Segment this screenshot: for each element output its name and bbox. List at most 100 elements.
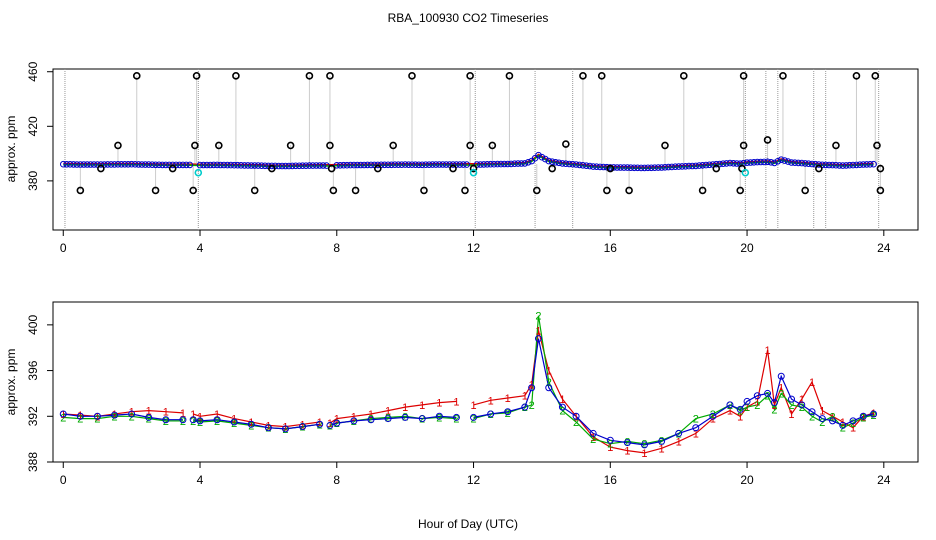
bottom-point-series-3 (179, 416, 187, 424)
top-baseline-point (706, 161, 713, 169)
top-baseline-point (784, 158, 792, 165)
top-baseline-point (644, 164, 652, 172)
bottom-label-series-1: 1 (436, 398, 442, 410)
bottom-label-series-2: 2 (180, 416, 186, 428)
top-point-outliers_near (168, 164, 177, 173)
top-baseline-point (107, 161, 115, 168)
bottom-x-tick-label: 4 (197, 473, 204, 487)
top-baseline-point (401, 161, 409, 168)
top-baseline-point (138, 161, 146, 168)
bottom-point-series-3 (264, 424, 272, 432)
bottom-point-series-3 (333, 419, 341, 427)
top-point-spikes_low (532, 186, 541, 195)
bottom-point-series-3 (281, 425, 289, 433)
top-baseline-point (853, 161, 860, 169)
top-baseline-point (579, 162, 587, 169)
bottom-point-series-3 (504, 408, 512, 416)
top-point-spikes_mid (562, 140, 570, 148)
bottom-point-series-3 (589, 429, 597, 437)
bottom-label-series-1: 1 (368, 409, 374, 421)
top-baseline-point (142, 161, 149, 168)
bottom-point-series-3 (798, 401, 806, 409)
bottom-label-series-1: 1 (829, 411, 835, 423)
bottom-label-series-2: 2 (546, 377, 552, 389)
top-baseline-point (596, 163, 604, 171)
bottom-point-series-3 (558, 403, 566, 411)
bottom-label-series-2: 2 (870, 410, 876, 422)
top-x-tick-label: 0 (60, 241, 67, 255)
bottom-point-series-3 (736, 405, 744, 413)
top-point-spikes_low (801, 186, 809, 195)
top-baseline-point (319, 162, 327, 169)
top-baseline-point (460, 161, 467, 168)
top-point-spikes_low (625, 186, 633, 195)
bottom-label-series-2: 2 (710, 409, 716, 421)
bottom-point-series-3 (521, 403, 529, 411)
top-baseline-point (822, 161, 830, 169)
bottom-point-series-3 (808, 408, 816, 416)
top-x-tick-label: 4 (197, 241, 204, 255)
bottom-label-series-1: 1 (129, 407, 135, 419)
top-baseline-point (849, 161, 857, 169)
bottom-label-series-1: 1 (676, 436, 682, 448)
top-baseline-green (63, 154, 874, 170)
bottom-label-series-2: 2 (60, 412, 66, 424)
top-baseline-point (439, 161, 447, 168)
top-x-tick-label: 12 (467, 241, 481, 255)
top-baseline-point (364, 161, 371, 169)
top-point-spikes_mid (215, 141, 223, 150)
top-point-outliers_near (712, 164, 721, 173)
top-point-spikes_high (326, 72, 334, 80)
top-point-spikes_high (680, 72, 688, 80)
bottom-label-series-2: 2 (300, 422, 306, 434)
bottom-y-tick-label: 400 (26, 315, 40, 335)
bottom-label-series-1: 1 (488, 395, 494, 407)
bottom-label-series-1: 1 (300, 419, 306, 431)
top-baseline-point (354, 161, 361, 169)
top-y-tick-label: 420 (26, 116, 40, 136)
top-point-spikes_mid (114, 141, 122, 150)
top-baseline-point (624, 164, 631, 171)
top-baseline-point (538, 153, 546, 161)
top-baseline-point (514, 160, 522, 167)
top-baseline-point (750, 159, 758, 166)
bottom-label-series-2: 2 (402, 411, 408, 423)
bottom-label-series-1: 1 (214, 409, 220, 421)
bottom-label-series-1: 1 (860, 411, 866, 423)
top-baseline-point (220, 161, 228, 169)
top-baseline-point (730, 160, 737, 167)
top-baseline-point (617, 164, 624, 171)
bottom-label-series-1: 1 (546, 366, 552, 378)
top-baseline-point (713, 160, 720, 168)
top-baseline-point (316, 162, 324, 169)
top-baseline-point (812, 160, 819, 168)
bottom-label-series-2: 2 (317, 419, 323, 431)
top-baseline-point (357, 161, 365, 169)
bottom-point-series-3 (247, 420, 255, 428)
bottom-y-axis-label: approx. ppm (4, 349, 18, 416)
top-baseline-point (340, 161, 347, 169)
bottom-label-series-1: 1 (778, 383, 784, 395)
top-baseline-point (866, 161, 874, 168)
top-point-spikes_low (351, 186, 360, 195)
bottom-label-series-2: 2 (214, 416, 220, 428)
top-baseline-point (254, 162, 262, 169)
bottom-label-series-1: 1 (419, 400, 425, 412)
top-baseline-point (241, 162, 248, 169)
bottom-x-tick-label: 0 (60, 473, 67, 487)
top-baseline-point (456, 161, 464, 168)
top-point-spikes_mid (763, 136, 772, 144)
bottom-point-series-3 (572, 412, 580, 420)
bottom-point-series-3 (640, 441, 648, 449)
bottom-label-series-2: 2 (470, 414, 476, 426)
top-point-spikes_low (420, 186, 428, 195)
bottom-x-tick-label: 24 (877, 473, 891, 487)
top-x-tick-label: 20 (740, 241, 754, 255)
top-point-spikes_low (329, 186, 338, 195)
bottom-label-series-2: 2 (744, 402, 750, 414)
top-baseline-point (781, 157, 789, 164)
bottom-label-series-1: 1 (402, 402, 408, 414)
bottom-label-series-1: 1 (809, 377, 815, 389)
bottom-label-series-2: 2 (453, 414, 459, 426)
top-baseline-point (569, 160, 577, 168)
